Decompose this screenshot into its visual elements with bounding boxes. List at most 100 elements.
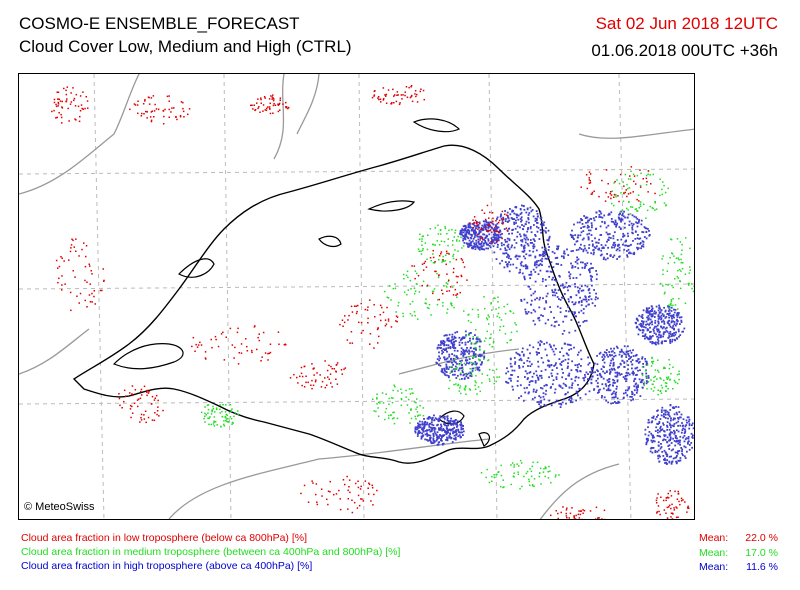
- cloud-dot: [647, 329, 650, 331]
- cloud-dot: [339, 498, 341, 500]
- cloud-dot: [79, 110, 82, 112]
- cloud-dot: [658, 460, 661, 463]
- cloud-dot: [258, 333, 260, 335]
- cloud-dot: [479, 222, 481, 225]
- cloud-dot: [574, 376, 577, 379]
- cloud-dot: [420, 88, 422, 90]
- cloud-dot: [492, 228, 495, 231]
- cloud-dot: [484, 218, 487, 221]
- cloud-dot: [595, 292, 597, 295]
- cloud-dot: [424, 242, 427, 244]
- cloud-dot: [229, 327, 232, 330]
- cloud-dot: [283, 344, 286, 346]
- cloud-dot: [488, 316, 490, 318]
- cloud-dot: [567, 298, 570, 301]
- cloud-dot: [444, 226, 446, 228]
- cloud-dot: [649, 318, 652, 321]
- cloud-dot: [670, 335, 673, 337]
- cloud-dot: [170, 111, 172, 113]
- cloud-dot: [453, 420, 456, 422]
- cloud-dot: [501, 219, 504, 221]
- cloud-dot: [496, 315, 498, 318]
- cloud-dot: [456, 362, 458, 365]
- cloud-dot: [660, 325, 662, 328]
- cloud-dot: [436, 346, 439, 349]
- cloud-dot: [622, 215, 625, 218]
- cloud-dot: [675, 429, 678, 432]
- cloud-dot: [508, 255, 511, 258]
- cloud-dot: [648, 307, 651, 309]
- cloud-dot: [644, 334, 647, 337]
- cloud-dot: [680, 270, 682, 272]
- cloud-dot: [598, 391, 600, 393]
- cloud-dot: [432, 249, 434, 252]
- cloud-dot: [447, 337, 450, 340]
- cloud-dot: [422, 434, 425, 437]
- cloud-dot: [588, 247, 590, 249]
- cloud-dot: [600, 375, 603, 378]
- cloud-dot: [150, 111, 153, 113]
- cloud-dot: [656, 450, 659, 453]
- cloud-dot: [560, 264, 563, 266]
- cloud-dot: [435, 270, 437, 273]
- cloud-dot: [351, 499, 353, 501]
- cloud-dot: [635, 354, 638, 356]
- cloud-dot: [514, 206, 517, 208]
- cloud-dot: [601, 220, 603, 223]
- cloud-dot: [590, 262, 592, 265]
- valid-time: Sat 02 Jun 2018 12UTC: [595, 14, 778, 33]
- cloud-dot: [649, 326, 651, 329]
- cloud-dot: [511, 374, 513, 376]
- cloud-dot: [426, 423, 428, 426]
- cloud-dot: [472, 347, 475, 350]
- cloud-dot: [630, 356, 632, 358]
- cloud-dot: [672, 407, 675, 409]
- cloud-dot: [460, 229, 462, 232]
- cloud-dot: [644, 360, 647, 363]
- cloud-dot: [164, 108, 166, 111]
- cloud-dot: [553, 316, 555, 319]
- cloud-dot: [575, 294, 578, 297]
- cloud-dot: [656, 434, 659, 437]
- cloud-dot: [588, 179, 591, 181]
- cloud-dot: [562, 372, 564, 374]
- cloud-dot: [626, 207, 628, 210]
- cloud-dot: [514, 255, 517, 258]
- cloud-dot: [651, 313, 654, 316]
- cloud-dot: [668, 455, 671, 458]
- cloud-dot: [662, 439, 664, 442]
- cloud-dot: [527, 217, 530, 219]
- cloud-dot: [642, 329, 645, 332]
- cloud-dot: [637, 362, 640, 364]
- cloud-dot: [300, 366, 303, 369]
- cloud-dot: [651, 341, 654, 343]
- cloud-dot: [451, 422, 454, 425]
- cloud-dot: [394, 386, 396, 388]
- cloud-dot: [507, 216, 509, 219]
- cloud-dot: [527, 228, 529, 231]
- cloud-dot: [504, 239, 506, 241]
- cloud-dot: [445, 250, 448, 253]
- cloud-dot: [464, 389, 466, 391]
- cloud-dot: [576, 256, 578, 259]
- cloud-dot: [486, 318, 489, 321]
- cloud-dot: [358, 321, 360, 324]
- cloud-dot: [448, 253, 450, 255]
- cloud-dot: [572, 250, 574, 252]
- cloud-dot: [685, 424, 688, 426]
- cloud-dot: [372, 398, 374, 400]
- cloud-dot: [410, 408, 412, 411]
- cloud-dot: [643, 381, 645, 383]
- cloud-dot: [688, 448, 691, 451]
- cloud-dot: [316, 501, 318, 503]
- cloud-dot: [471, 227, 474, 229]
- cloud-dot: [372, 504, 374, 506]
- cloud-dot: [601, 247, 604, 249]
- cloud-dot: [553, 365, 556, 367]
- cloud-dot: [499, 229, 501, 232]
- cloud-dot: [512, 475, 515, 477]
- cloud-dot: [410, 417, 413, 420]
- cloud-dot: [640, 379, 643, 382]
- cloud-dot: [647, 315, 650, 317]
- cloud-dot: [536, 212, 539, 215]
